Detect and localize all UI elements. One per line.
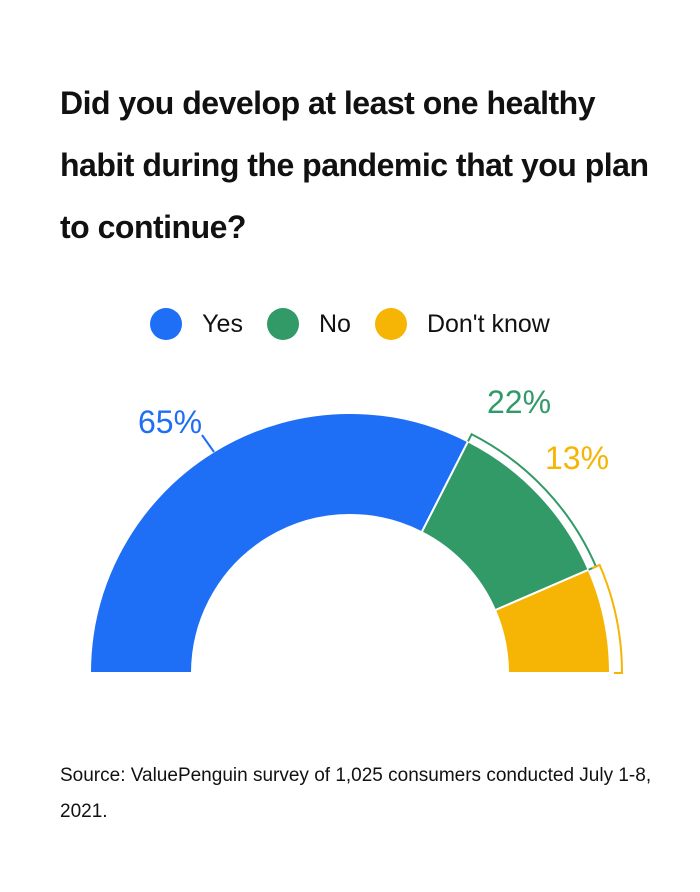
leader-line-yes [201,434,215,453]
data-label-don-t-know: 13% [545,440,609,476]
bracket-don-t-know [591,563,624,674]
slice-don-t-know [493,568,612,674]
legend-swatch-no [266,308,299,340]
legend-label-no: No [318,309,351,338]
legend-swatch-yes [150,308,183,340]
source-note: Source: ValuePenguin survey of 1,025 con… [60,765,652,822]
legend-label-yes: Yes [202,309,243,338]
half-donut-chart: 65% 22% 13% [88,384,624,674]
legend-item-dont-know: Don't know [374,308,550,340]
legend-item-yes: Yes [150,308,243,340]
bracket-no [467,432,598,571]
legend-label-dont-know: Don't know [426,309,550,338]
data-label-yes: 65% [138,404,202,440]
data-label-no: 22% [487,384,551,420]
legend-item-no: No [266,308,351,340]
legend-swatch-dont-know [374,308,407,340]
legend: Yes No Don't know [0,302,700,346]
slice-yes [88,412,470,674]
chart-title: Did you develop at least one healthy hab… [60,85,649,245]
